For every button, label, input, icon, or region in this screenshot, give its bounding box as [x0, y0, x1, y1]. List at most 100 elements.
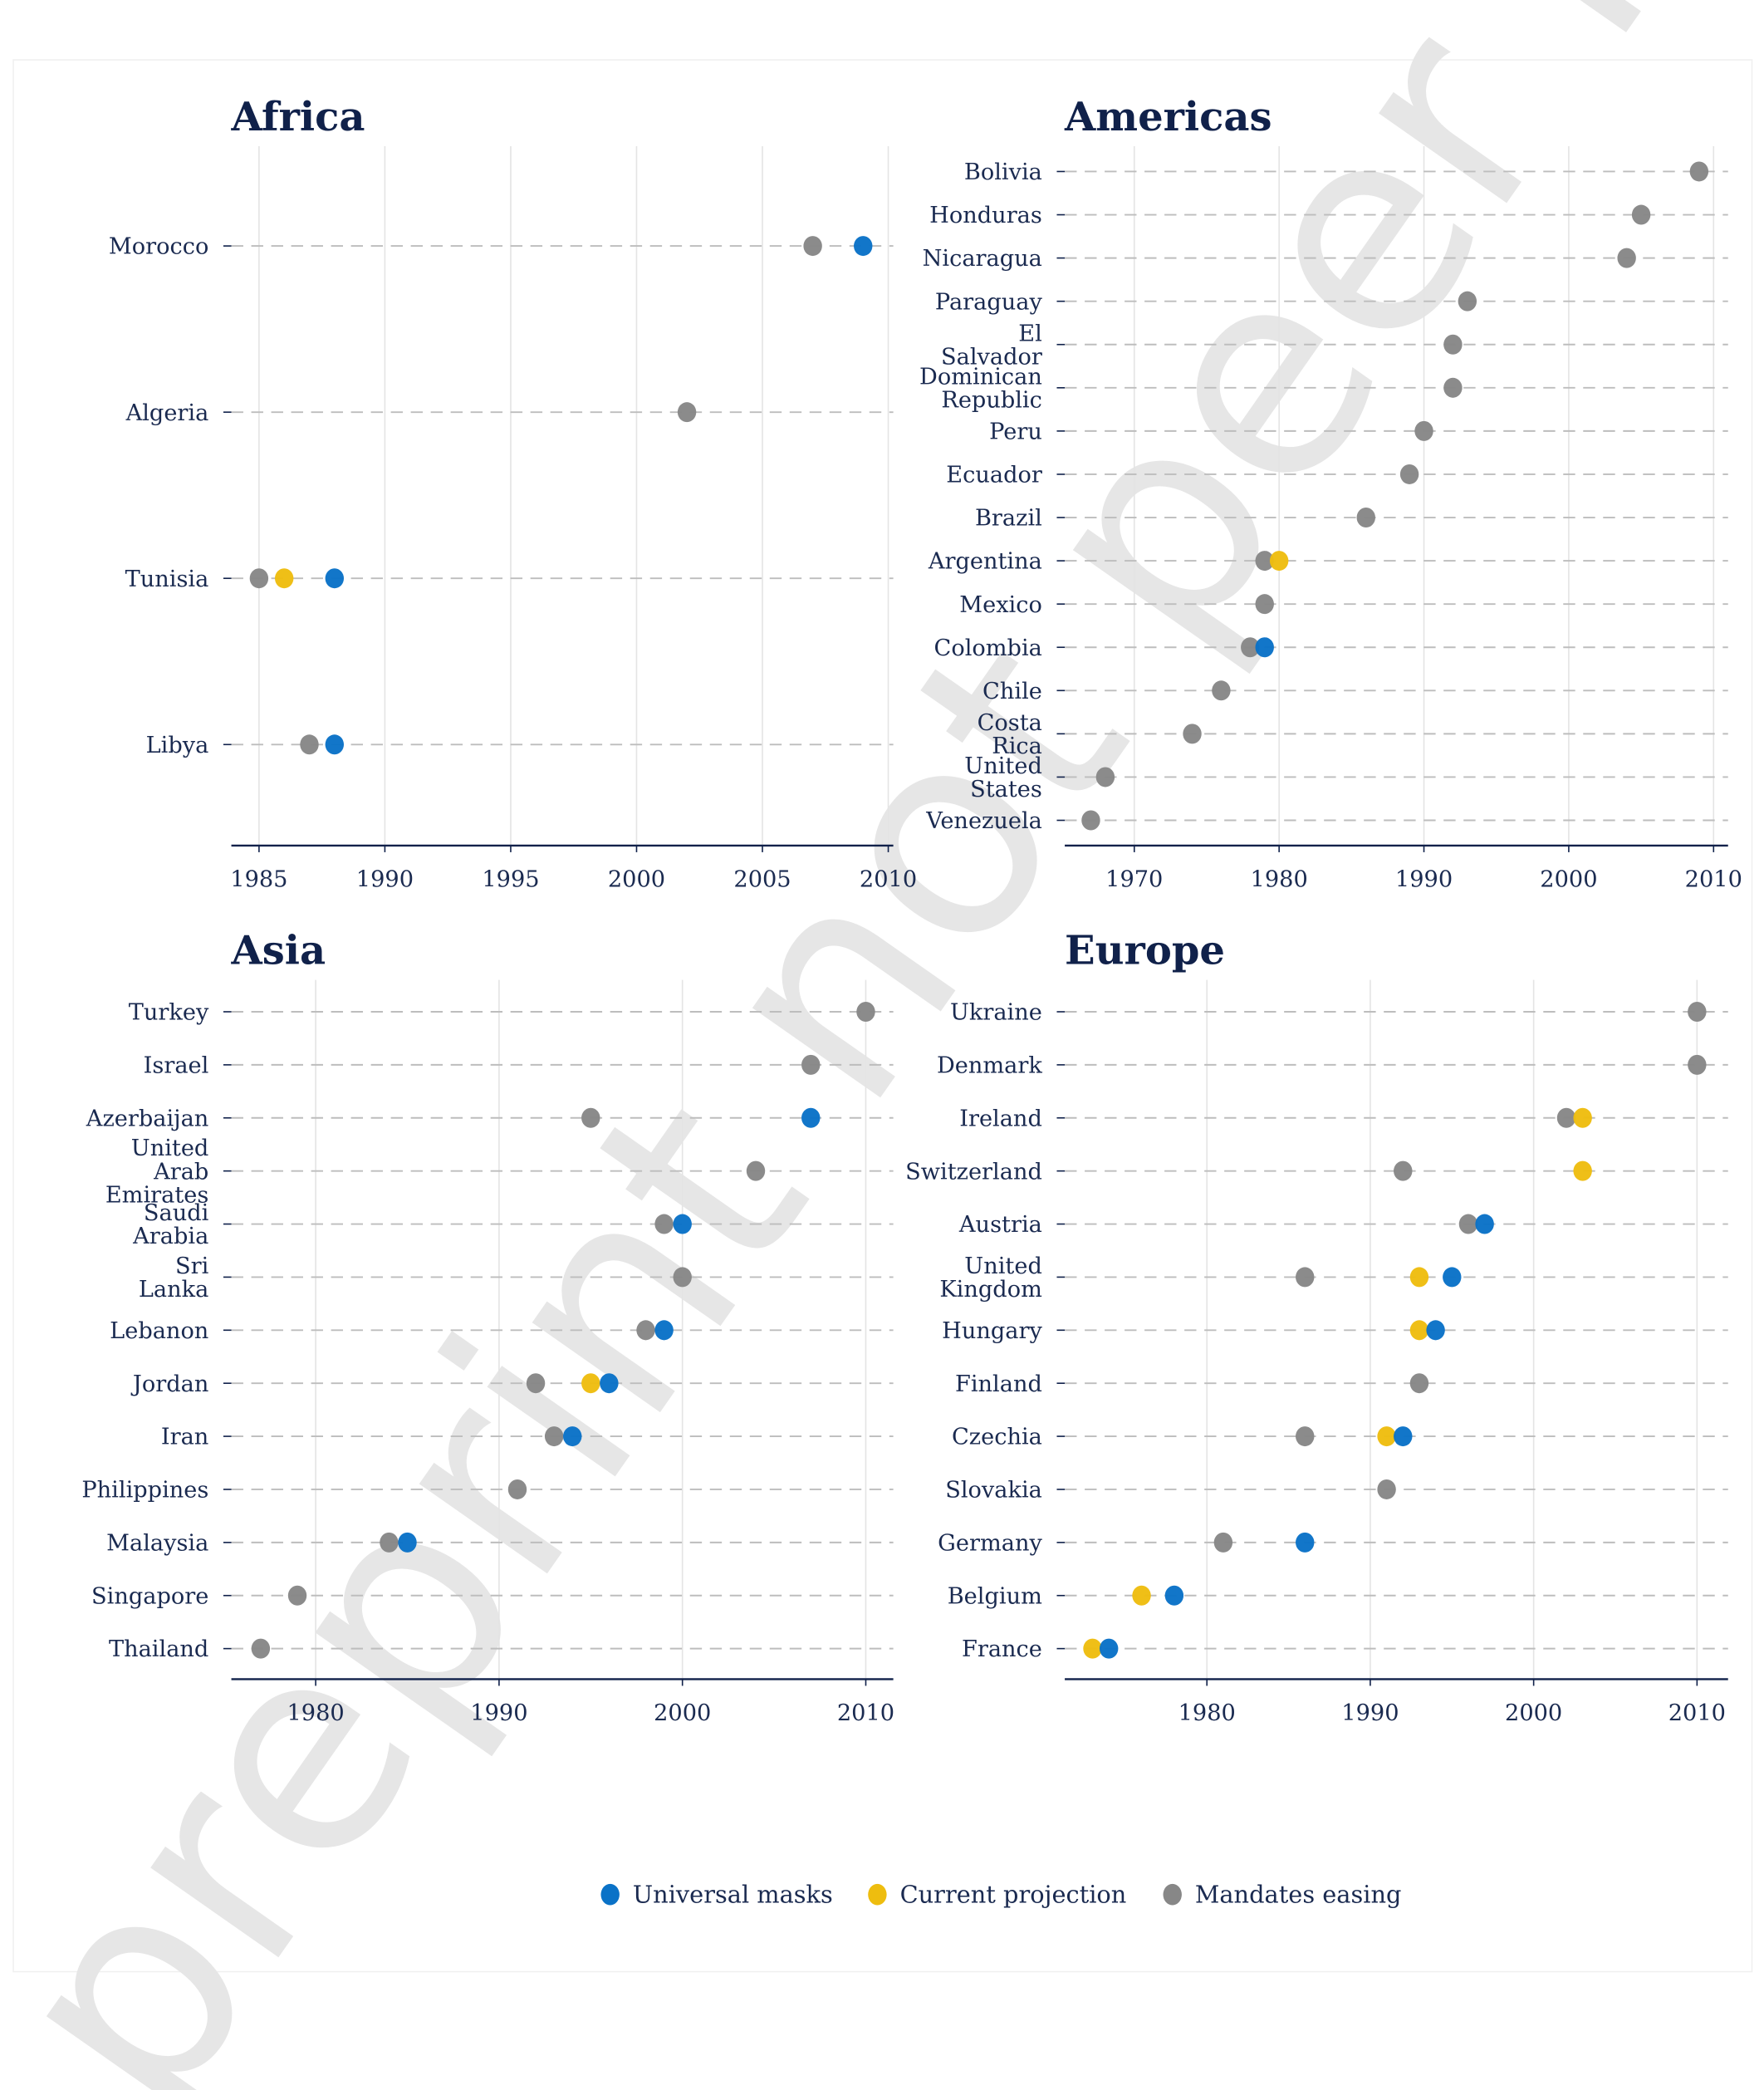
point-universal-masks — [1296, 1532, 1315, 1553]
panel-title: Europe — [1065, 927, 1225, 974]
y-tick-label: United Kingdom — [939, 1254, 1042, 1303]
point-mandates-easing — [1399, 464, 1419, 484]
point-mandates-easing — [636, 1320, 655, 1341]
point-mandates-easing — [1443, 377, 1463, 398]
legend-label: Mandates easing — [1195, 1880, 1402, 1908]
point-current-projection — [1132, 1585, 1151, 1606]
point-mandates-easing — [1212, 680, 1231, 701]
point-mandates-easing — [1377, 1479, 1396, 1499]
point-universal-masks — [854, 236, 873, 257]
point-mandates-easing — [1458, 291, 1477, 312]
y-tick-label: Finland — [955, 1371, 1042, 1397]
y-tick-label: United States — [964, 753, 1042, 802]
x-tick-label: 2000 — [608, 867, 665, 893]
point-universal-masks — [801, 1107, 821, 1128]
x-tick-label: 1985 — [230, 867, 287, 893]
y-tick-label: Brazil — [975, 506, 1042, 532]
point-mandates-easing — [507, 1479, 527, 1499]
point-mandates-easing — [1688, 1001, 1707, 1022]
point-universal-masks — [325, 568, 345, 589]
point-universal-masks — [1475, 1214, 1494, 1234]
y-tick-label: Azerbaijan — [86, 1106, 209, 1131]
y-tick-label: Hungary — [942, 1318, 1042, 1344]
label-line: Emirates — [105, 1182, 208, 1208]
legend-item-current-projection: Current projection — [868, 1880, 1126, 1908]
x-tick-label: 2010 — [837, 1700, 894, 1726]
y-tick-label: El Salvador — [941, 321, 1042, 370]
point-universal-masks — [1164, 1585, 1184, 1606]
point-mandates-easing — [380, 1532, 399, 1553]
point-current-projection — [1083, 1638, 1102, 1659]
point-mandates-easing — [803, 236, 822, 257]
label-line: Rica — [992, 733, 1042, 759]
point-current-projection — [1409, 1320, 1429, 1341]
y-tick-label: Ireland — [959, 1106, 1042, 1131]
point-mandates-easing — [1255, 594, 1274, 615]
y-tick-label: Tunisia — [125, 567, 209, 592]
panel-title: Americas — [1064, 94, 1272, 140]
y-tick-label: Dominican Republic — [919, 364, 1042, 413]
x-tick-label: 1980 — [1178, 1700, 1236, 1726]
point-universal-masks — [1255, 637, 1274, 658]
y-tick-label: Iran — [161, 1425, 208, 1450]
label-line: Kingdom — [939, 1277, 1042, 1303]
x-tick-label: 2000 — [1505, 1700, 1562, 1726]
x-tick-label: 1990 — [1395, 867, 1453, 893]
point-mandates-easing — [673, 1267, 692, 1288]
point-mandates-easing — [1688, 1054, 1707, 1075]
y-tick-label: Colombia — [934, 635, 1042, 661]
point-mandates-easing — [300, 734, 319, 755]
point-mandates-easing — [677, 402, 697, 423]
y-tick-label: Paraguay — [935, 289, 1043, 315]
y-tick-label: Libya — [146, 733, 209, 758]
x-tick-label: 2010 — [1685, 867, 1742, 893]
y-tick-label: Belgium — [948, 1583, 1042, 1609]
panel-europe: Europe 1980 1990 2000 2010 Ukraine Denmark Irel… — [905, 927, 1728, 1726]
label-line: Lanka — [139, 1277, 208, 1303]
point-mandates-easing — [1409, 1373, 1429, 1394]
point-universal-masks — [1443, 1267, 1462, 1288]
legend-marker — [868, 1883, 887, 1906]
point-mandates-easing — [746, 1160, 766, 1181]
label-line: Republic — [941, 387, 1042, 413]
legend-marker — [1163, 1883, 1182, 1906]
point-mandates-easing — [1296, 1426, 1315, 1447]
y-tick-label: Venezuela — [925, 808, 1042, 834]
point-mandates-easing — [249, 568, 269, 589]
point-mandates-easing — [1443, 334, 1463, 355]
point-mandates-easing — [1241, 637, 1260, 658]
x-tick-label: 1990 — [1341, 1700, 1399, 1726]
point-mandates-easing — [287, 1585, 307, 1606]
y-tick-label: Argentina — [928, 549, 1042, 575]
point-mandates-easing — [251, 1638, 271, 1659]
x-tick-label: 1970 — [1105, 867, 1163, 893]
point-universal-masks — [654, 1320, 674, 1341]
point-current-projection — [581, 1373, 600, 1394]
point-mandates-easing — [856, 1001, 875, 1022]
y-tick-label: Bolivia — [964, 159, 1042, 185]
y-tick-label: Algeria — [125, 400, 209, 426]
x-tick-label: 1990 — [356, 867, 414, 893]
panel-asia: Asia 1980 1990 2000 2010 Turkey Israel Azerbaij… — [81, 927, 894, 1726]
y-tick-label: Ecuador — [946, 463, 1042, 488]
point-mandates-easing — [1556, 1107, 1576, 1128]
label-line: Salvador — [941, 344, 1042, 370]
y-tick-label: Nicaragua — [923, 246, 1042, 272]
point-universal-masks — [673, 1214, 692, 1234]
panel-americas: Americas 1970 1980 1990 2000 2010 Bolivia Hondu… — [919, 94, 1742, 893]
label-line: United — [964, 753, 1042, 779]
label-line: United — [131, 1136, 209, 1161]
y-tick-label: Singapore — [91, 1583, 208, 1609]
y-tick-label: Mexico — [959, 592, 1042, 618]
point-mandates-easing — [1183, 724, 1202, 744]
point-mandates-easing — [1296, 1267, 1315, 1288]
point-current-projection — [1573, 1160, 1592, 1181]
y-tick-label: Switzerland — [905, 1159, 1042, 1185]
point-mandates-easing — [1081, 810, 1100, 831]
y-tick-label: Lebanon — [110, 1318, 208, 1344]
point-current-projection — [1269, 551, 1289, 572]
y-tick-label: Israel — [144, 1052, 209, 1078]
label-line: Dominican — [919, 364, 1042, 390]
y-tick-label: Honduras — [929, 203, 1042, 228]
